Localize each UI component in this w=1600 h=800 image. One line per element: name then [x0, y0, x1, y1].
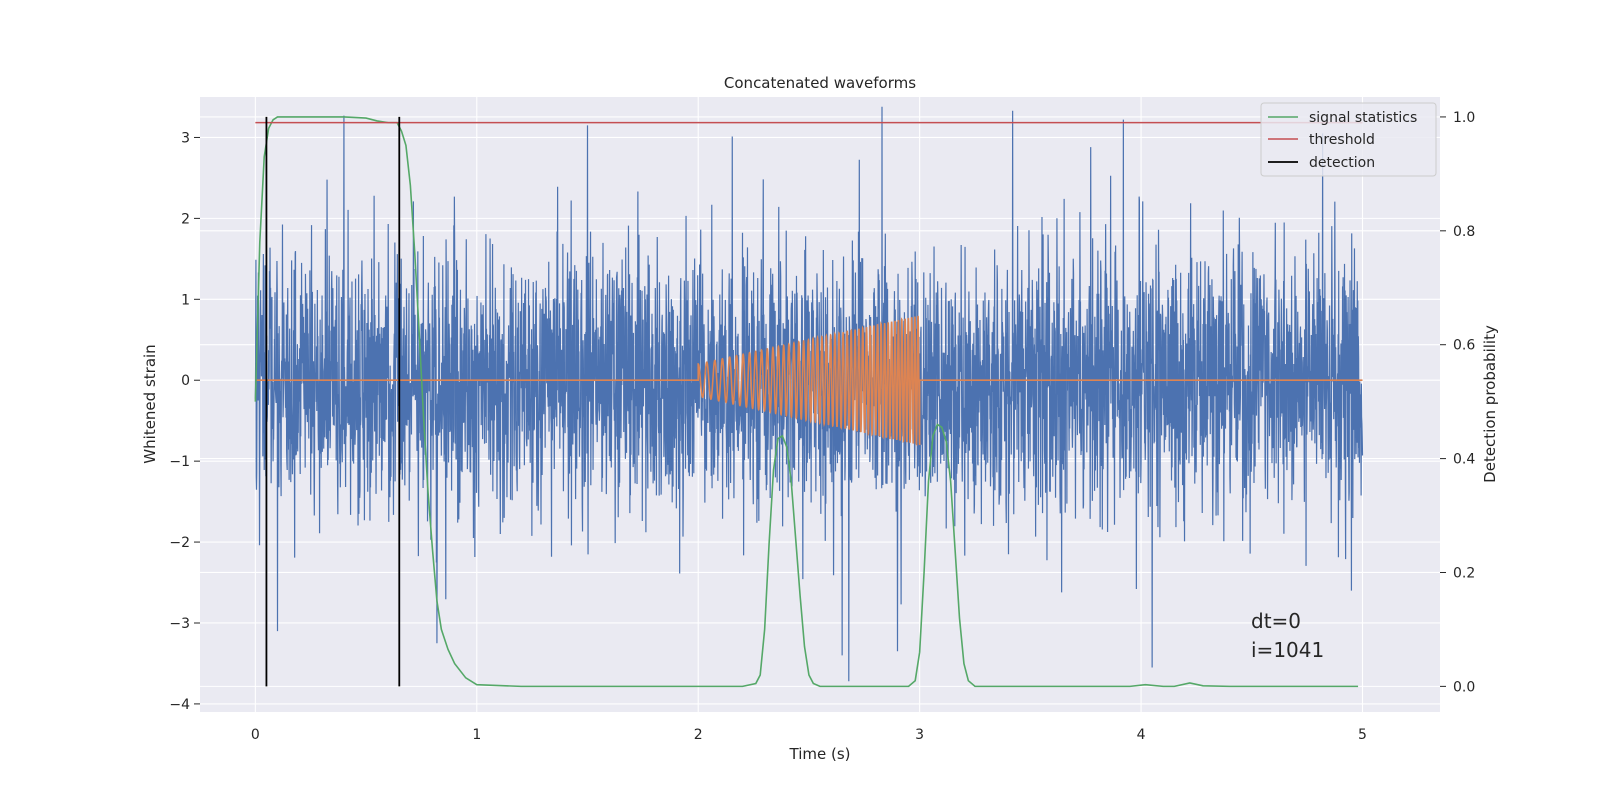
- y2-tick-label: 0.4: [1453, 452, 1475, 468]
- x-tick-label: 5: [1358, 727, 1367, 743]
- y-tick-label: −4: [169, 697, 190, 713]
- annotation-dt: dt=0: [1251, 609, 1301, 633]
- y2-tick-label: 0.2: [1453, 565, 1475, 581]
- grid: [200, 97, 1440, 712]
- annotation: dt=0 i=1041: [1251, 609, 1324, 662]
- data-layer: [254, 106, 1364, 688]
- x-tick-label: 2: [694, 727, 703, 743]
- y-tick-label: 2: [181, 211, 190, 227]
- legend: signal statistics threshold detection: [1260, 102, 1437, 177]
- y2-tick-label: 0.8: [1453, 224, 1475, 240]
- y2-tick-label: 0.6: [1453, 338, 1475, 354]
- axes: 0 1 2 3 4 5 −4 −3 −2 −1 0 1 2 3 0.0 0.2 0.4 0.6 0.8 1.0: [169, 110, 1475, 743]
- legend-box: [1260, 102, 1437, 177]
- series-injected-signal-line: [255, 315, 1363, 447]
- y-axis-label: Whitened strain: [141, 344, 159, 463]
- y2-axis-label: Detection probability: [1481, 325, 1499, 483]
- x-axis-label: Time (s): [789, 745, 851, 763]
- x-tick-label: 0: [251, 727, 260, 743]
- y-tick-label: −2: [169, 535, 190, 551]
- y-tick-label: −3: [169, 616, 190, 632]
- annotation-index: i=1041: [1251, 638, 1324, 662]
- y-tick-label: 1: [181, 292, 190, 308]
- y-tick-label: −1: [169, 454, 190, 470]
- legend-label-detection: detection: [1309, 155, 1375, 171]
- legend-label-threshold: threshold: [1309, 132, 1375, 148]
- x-tick-label: 3: [915, 727, 924, 743]
- chart-title: Concatenated waveforms: [724, 74, 916, 92]
- y2-tick-label: 0.0: [1453, 679, 1475, 695]
- legend-label-signal-statistics: signal statistics: [1309, 110, 1417, 126]
- y2-tick-label: 1.0: [1453, 110, 1475, 126]
- x-tick-label: 1: [472, 727, 481, 743]
- y-tick-label: 3: [181, 130, 190, 146]
- y-tick-label: 0: [181, 373, 190, 389]
- x-tick-label: 4: [1137, 727, 1146, 743]
